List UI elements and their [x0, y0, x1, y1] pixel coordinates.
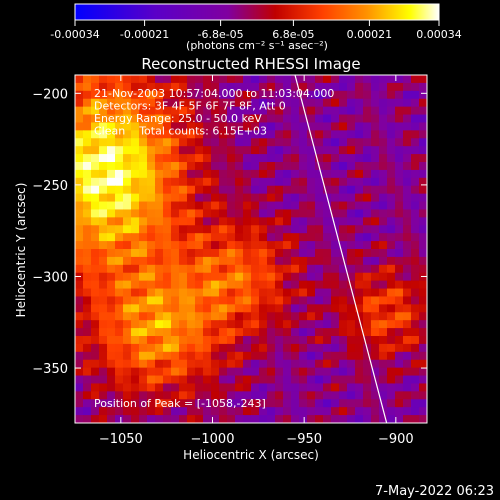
- colorbar-tick-label: -6.8e-05: [197, 28, 243, 41]
- colorbar-ticks: -0.00034 -0.00021 -6.8e-05 6.8e-05 0.00021 0.…: [50, 20, 462, 41]
- colorbar-tick-label: 6.8e-05: [272, 28, 314, 41]
- y-axis: −350 −300 −250 −200: [32, 87, 427, 377]
- x-tick-label: −900: [378, 432, 414, 447]
- y-axis-label: Heliocentric Y (arcsec): [14, 183, 28, 318]
- x-axis-label: Heliocentric X (arcsec): [183, 448, 319, 462]
- x-tick-label: −1050: [99, 432, 143, 447]
- y-tick-label: −250: [32, 179, 68, 194]
- colorbar-tick-label: -0.00021: [120, 28, 169, 41]
- x-axis: −1050 −1000 −950 −900: [99, 75, 414, 447]
- peak-position-label: Position of Peak = [-1058,-243]: [94, 397, 266, 410]
- x-tick-label: −1000: [191, 432, 235, 447]
- colorbar-tick-label: 0.00021: [347, 28, 393, 41]
- solar-limb-line: [294, 75, 388, 423]
- colorbar-tick-label: -0.00034: [50, 28, 99, 41]
- x-tick-label: −950: [286, 432, 322, 447]
- info-line: Clean Total counts: 6.15E+03: [94, 125, 267, 138]
- y-tick-label: −350: [32, 362, 68, 377]
- heatmap-image: [75, 75, 427, 423]
- plot-frame: [74, 74, 428, 424]
- observation-info: 21-Nov-2003 10:57:04.000 to 11:03:04.000…: [94, 87, 334, 138]
- colorbar: [74, 3, 440, 21]
- y-tick-label: −300: [32, 270, 68, 285]
- info-line: Energy Range: 25.0 - 50.0 keV: [94, 112, 262, 125]
- colorbar-tick-label: 0.00034: [416, 28, 462, 41]
- y-tick-label: −200: [32, 87, 68, 102]
- chart-title: Reconstructed RHESSI Image: [141, 55, 360, 73]
- info-line: 21-Nov-2003 10:57:04.000 to 11:03:04.000: [94, 87, 334, 100]
- info-line: Detectors: 3F 4F 5F 6F 7F 8F, Att 0: [94, 100, 286, 113]
- colorbar-units-label: (photons cm⁻² s⁻¹ asec⁻²): [186, 39, 328, 52]
- footer-timestamp: 7-May-2022 06:23: [375, 484, 494, 499]
